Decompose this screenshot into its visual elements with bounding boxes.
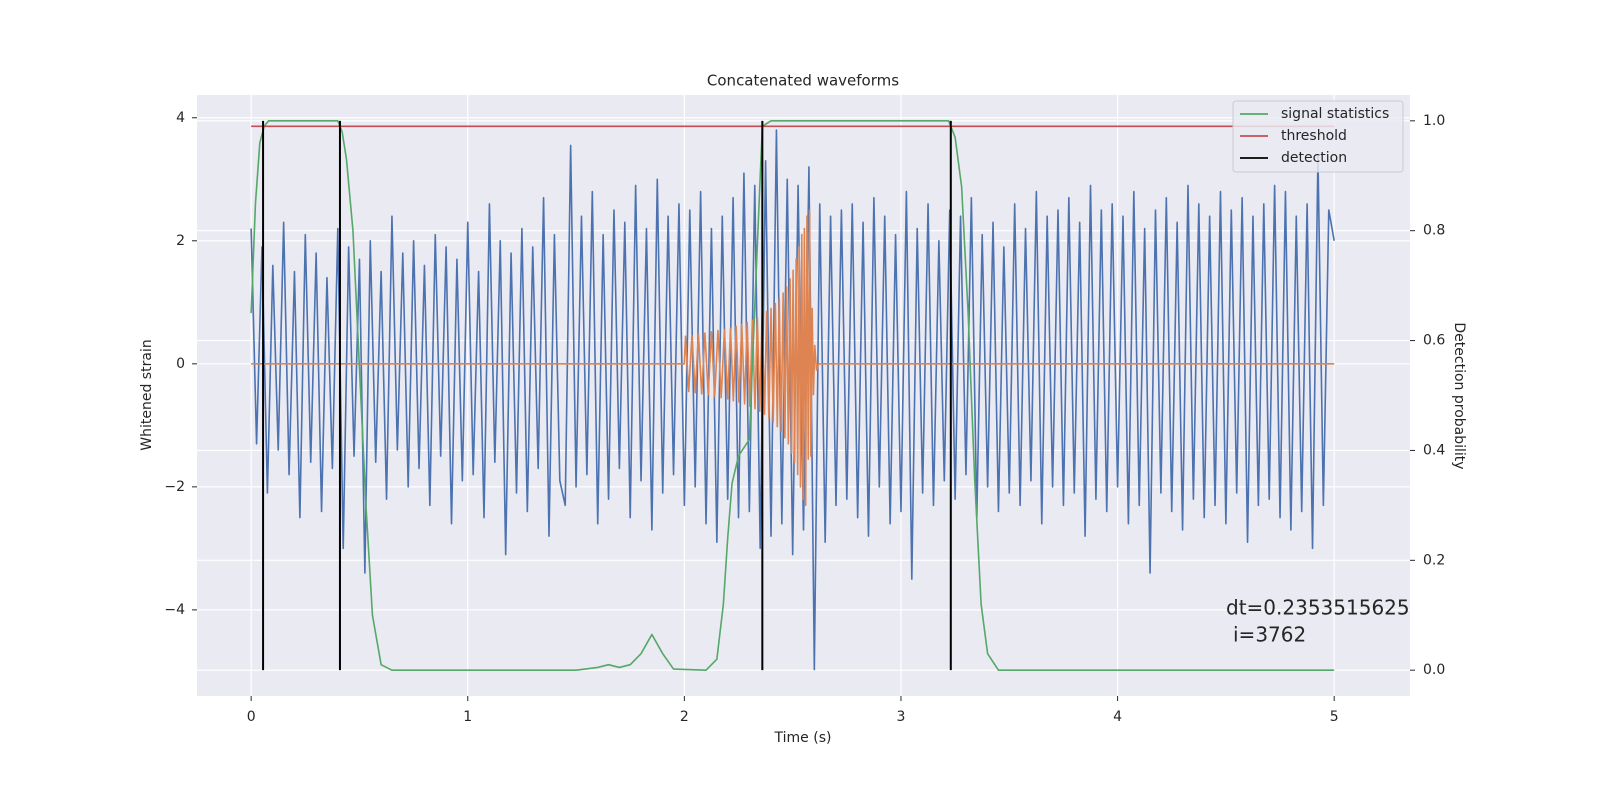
y-tick-label: 2 — [176, 233, 185, 249]
x-tick-label: 4 — [1113, 709, 1122, 725]
y2-tick-label: 0.6 — [1423, 333, 1445, 349]
legend-label: signal statistics — [1281, 106, 1389, 122]
y2-tick-label: 1.0 — [1423, 113, 1445, 129]
legend-box — [1232, 100, 1404, 173]
series-line — [251, 209, 1335, 507]
y-tick-label: 0 — [176, 356, 185, 372]
y2-tick-label: 0.0 — [1423, 662, 1445, 678]
y-tick-label: 4 — [176, 110, 185, 126]
chart-title: Concatenated waveforms — [707, 72, 899, 90]
series-line — [250, 120, 1335, 671]
annotation: i=3762 — [1233, 623, 1306, 647]
x-tick-label: 3 — [897, 709, 906, 725]
y2-tick-label: 0.8 — [1423, 223, 1445, 239]
annotation: dt=0.2353515625 — [1226, 596, 1410, 620]
x-tick-label: 1 — [463, 709, 472, 725]
series-line — [250, 129, 1335, 671]
x-axis-label: Time (s) — [774, 730, 832, 746]
legend-label: detection — [1281, 150, 1347, 166]
y-axis-label: Whitened strain — [139, 339, 155, 450]
y-tick-label: −4 — [164, 602, 185, 618]
x-tick-label: 2 — [680, 709, 689, 725]
x-tick-label: 0 — [247, 709, 256, 725]
y2-tick-label: 0.4 — [1423, 442, 1445, 458]
y2-axis-label: Detection probability — [1451, 322, 1467, 469]
legend-label: threshold — [1281, 128, 1347, 144]
y-tick-label: −2 — [164, 479, 185, 495]
x-tick-label: 5 — [1330, 709, 1339, 725]
y2-tick-label: 0.2 — [1423, 552, 1445, 568]
